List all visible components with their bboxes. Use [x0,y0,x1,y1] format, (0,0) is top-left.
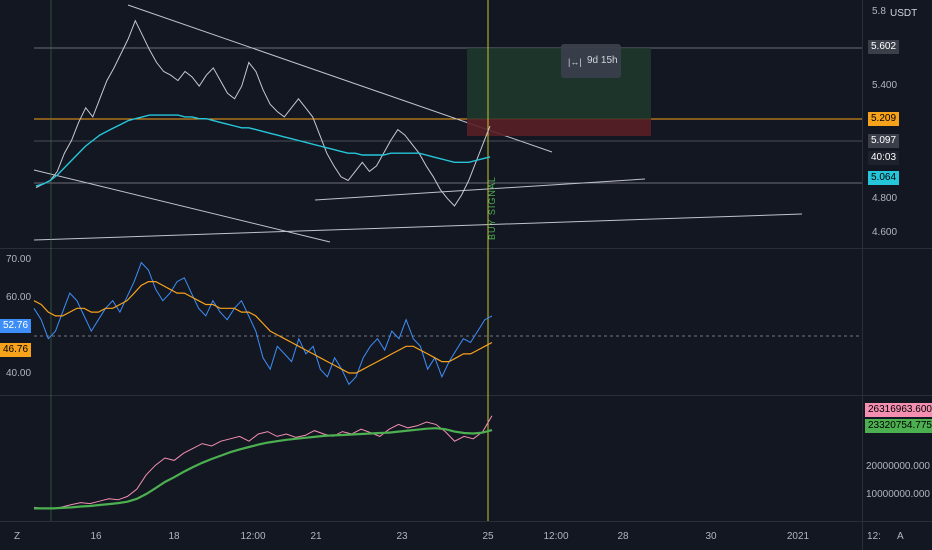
rsi-pane [33,261,493,386]
rsi-tag: 46.76 [0,343,32,357]
long-position-box[interactable] [467,48,651,136]
price-series [35,19,491,207]
obv-tick: 10000000.000 [866,489,930,500]
time-tick: 12:00 [240,531,265,542]
price-tick: 5.8 [872,6,886,17]
rsi-tick: 60.00 [6,292,32,303]
horizontal-levels[interactable] [34,47,862,184]
price-tick: 4.800 [872,193,898,204]
time-tick: 28 [617,531,629,542]
rsi-tick: 70.00 [6,254,32,265]
corner-left-label[interactable]: Z [14,531,21,542]
measure-icon: |↔| [568,57,582,67]
obv-tick: 20000000.000 [866,461,930,472]
time-axis: 16 18 12:00 21 23 25 12:00 28 30 2021 12: [90,531,881,542]
price-tag: 5.097 [868,134,900,148]
rsi-series [33,261,493,386]
price-tag: 5.064 [868,171,900,185]
obv-tag: 26316963.600 [865,403,932,417]
time-tick: 25 [482,531,494,542]
rsi-tag: 52.76 [0,319,32,333]
time-tick: 30 [705,531,717,542]
price-tick: 4.600 [872,227,898,238]
time-tick: 23 [396,531,408,542]
price-pane [35,19,491,207]
time-tick: 2021 [787,531,810,542]
price-tag: 5.602 [868,40,900,54]
obv-ma-series [34,427,493,510]
trendlines[interactable] [33,4,803,243]
time-tick: 12: [867,531,881,542]
price-tag: 40:03 [868,151,900,165]
time-tick: 12:00 [543,531,568,542]
measure-label: 9d 15h [587,55,618,66]
measure-badge[interactable] [561,44,621,78]
rsi-ma-series [33,281,493,374]
obv-tag: 23320754.775 [865,419,932,433]
price-ma-series [35,114,491,187]
time-tick: 21 [310,531,322,542]
rsi-tick: 40.00 [6,368,32,379]
obv-pane [33,415,493,510]
price-tick: 5.400 [872,80,898,91]
time-tick: 16 [90,531,102,542]
price-tag: 5.209 [868,112,900,126]
buy-signal-label: BUY SIGNAL [487,176,497,240]
currency-label: USDT [890,8,918,19]
obv-series [33,415,493,510]
corner-right-label[interactable]: A [897,531,904,542]
time-tick: 18 [168,531,180,542]
